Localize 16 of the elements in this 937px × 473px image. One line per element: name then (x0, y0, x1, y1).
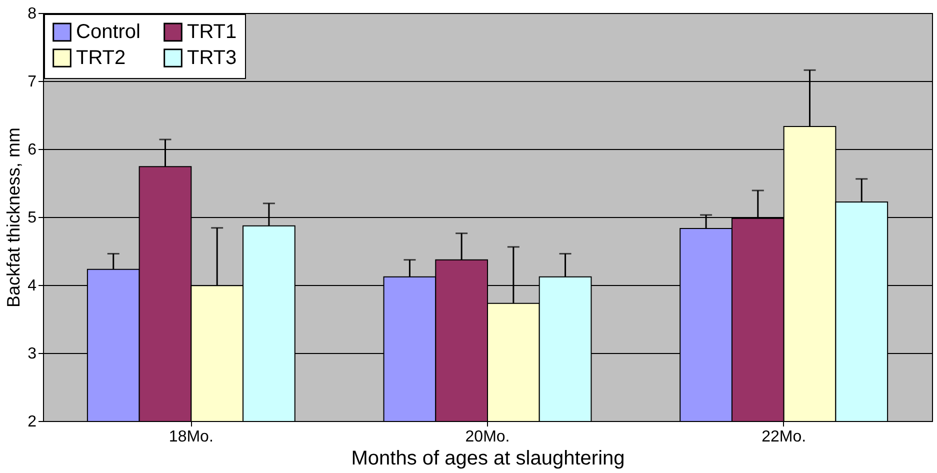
y-tick-label: 8 (28, 6, 37, 22)
y-tick-label: 2 (28, 414, 37, 430)
legend-label: Control (76, 21, 140, 44)
y-tick-label: 4 (28, 278, 37, 294)
y-tick-label: 3 (28, 346, 37, 362)
legend-label: TRT3 (187, 47, 237, 69)
x-tick-label: 18Mo. (168, 428, 214, 446)
y-tick-label: 5 (28, 210, 37, 226)
x-axis-title: Months of ages at slaughtering (351, 448, 625, 470)
y-tick-label: 7 (28, 74, 37, 90)
y-tick-label: 6 (28, 142, 37, 158)
x-tick-label: 20Mo. (465, 428, 510, 446)
x-tick-label: 22Mo. (762, 428, 806, 446)
y-axis-title: Backfat thickness, mm (4, 127, 24, 308)
legend-label: TRT1 (187, 21, 237, 44)
legend-label: TRT2 (76, 47, 126, 69)
